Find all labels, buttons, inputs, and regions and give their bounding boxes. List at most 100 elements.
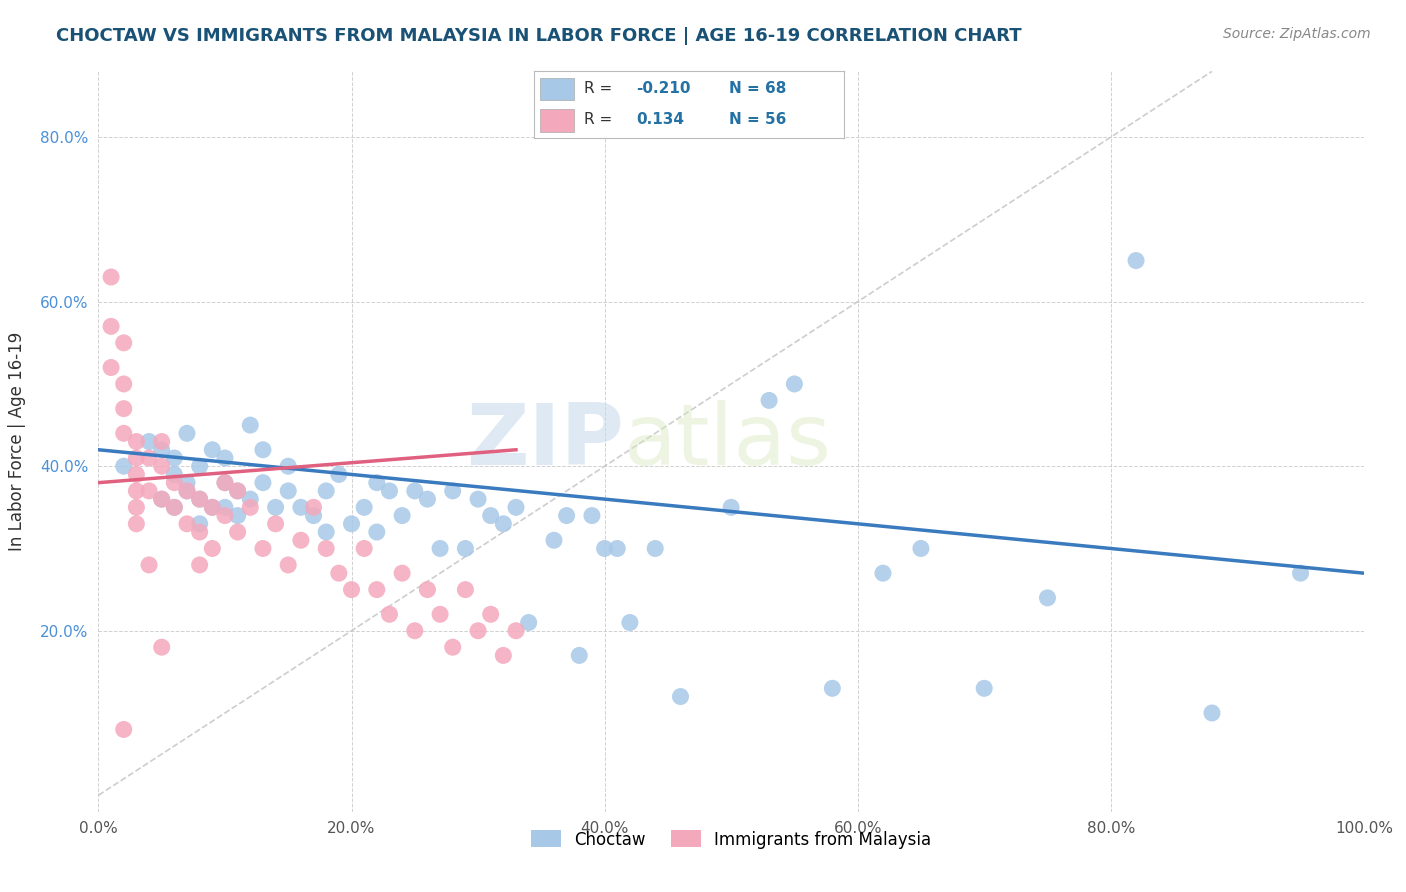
Point: [125, 483, 148, 498]
Point: [100, 360, 122, 375]
Text: R =: R =: [583, 112, 612, 128]
Point: [150, 442, 173, 457]
Point: [872, 566, 894, 581]
Point: [353, 500, 375, 515]
Point: [214, 450, 236, 465]
Point: [783, 376, 806, 391]
Point: [138, 483, 160, 498]
Point: [441, 483, 464, 498]
Point: [150, 492, 173, 507]
Point: [568, 648, 591, 663]
Point: [720, 500, 742, 515]
Point: [1125, 253, 1147, 268]
Y-axis label: In Labor Force | Age 16-19: In Labor Force | Age 16-19: [8, 332, 27, 551]
Point: [163, 450, 186, 465]
Point: [277, 558, 299, 572]
Point: [1036, 591, 1059, 605]
Point: [404, 624, 426, 638]
Point: [644, 541, 666, 556]
FancyBboxPatch shape: [540, 78, 575, 100]
Point: [429, 607, 451, 622]
Point: [315, 524, 337, 539]
Point: [176, 483, 198, 498]
Point: [112, 723, 135, 737]
Point: [163, 500, 186, 515]
Point: [188, 459, 211, 474]
Point: [302, 500, 325, 515]
Text: N = 56: N = 56: [730, 112, 786, 128]
Point: [214, 475, 236, 490]
Point: [138, 450, 160, 465]
Point: [201, 541, 224, 556]
Point: [176, 516, 198, 531]
Text: ZIP: ZIP: [465, 400, 623, 483]
Point: [125, 467, 148, 482]
Point: [188, 492, 211, 507]
Point: [201, 500, 224, 515]
Point: [416, 492, 439, 507]
Point: [125, 516, 148, 531]
Point: [593, 541, 616, 556]
Point: [429, 541, 451, 556]
Point: [340, 516, 363, 531]
Point: [619, 615, 641, 630]
Point: [366, 475, 388, 490]
Point: [1289, 566, 1312, 581]
Point: [150, 459, 173, 474]
Point: [479, 607, 502, 622]
Point: [290, 500, 312, 515]
Point: [112, 426, 135, 441]
Point: [163, 500, 186, 515]
Point: [467, 492, 489, 507]
Point: [353, 541, 375, 556]
Point: [467, 624, 489, 638]
Point: [201, 442, 224, 457]
Point: [366, 582, 388, 597]
Point: [315, 541, 337, 556]
Point: [112, 459, 135, 474]
Point: [555, 508, 578, 523]
Point: [125, 500, 148, 515]
Point: [366, 524, 388, 539]
Point: [163, 475, 186, 490]
Point: [821, 681, 844, 696]
Point: [226, 508, 249, 523]
Legend: Choctaw, Immigrants from Malaysia: Choctaw, Immigrants from Malaysia: [524, 823, 938, 855]
Point: [176, 426, 198, 441]
Point: [125, 450, 148, 465]
Point: [290, 533, 312, 548]
Text: CHOCTAW VS IMMIGRANTS FROM MALAYSIA IN LABOR FORCE | AGE 16-19 CORRELATION CHART: CHOCTAW VS IMMIGRANTS FROM MALAYSIA IN L…: [56, 27, 1022, 45]
Point: [1201, 706, 1223, 720]
Point: [315, 483, 337, 498]
Point: [492, 516, 515, 531]
Point: [973, 681, 995, 696]
Point: [100, 319, 122, 334]
Point: [163, 467, 186, 482]
Point: [543, 533, 565, 548]
Point: [391, 508, 413, 523]
Text: N = 68: N = 68: [730, 81, 786, 96]
Point: [391, 566, 413, 581]
Point: [226, 524, 249, 539]
Point: [264, 516, 287, 531]
Point: [328, 566, 350, 581]
Point: [277, 483, 299, 498]
Point: [239, 500, 262, 515]
Point: [505, 624, 527, 638]
Point: [910, 541, 932, 556]
Point: [758, 393, 780, 408]
Point: [112, 376, 135, 391]
Text: atlas: atlas: [623, 400, 831, 483]
Point: [492, 648, 515, 663]
Point: [214, 500, 236, 515]
Point: [328, 467, 350, 482]
Text: Source: ZipAtlas.com: Source: ZipAtlas.com: [1223, 27, 1371, 41]
Point: [188, 558, 211, 572]
Point: [100, 270, 122, 285]
Point: [150, 434, 173, 449]
Point: [277, 459, 299, 474]
Point: [150, 492, 173, 507]
Point: [214, 508, 236, 523]
Point: [214, 475, 236, 490]
Point: [264, 500, 287, 515]
